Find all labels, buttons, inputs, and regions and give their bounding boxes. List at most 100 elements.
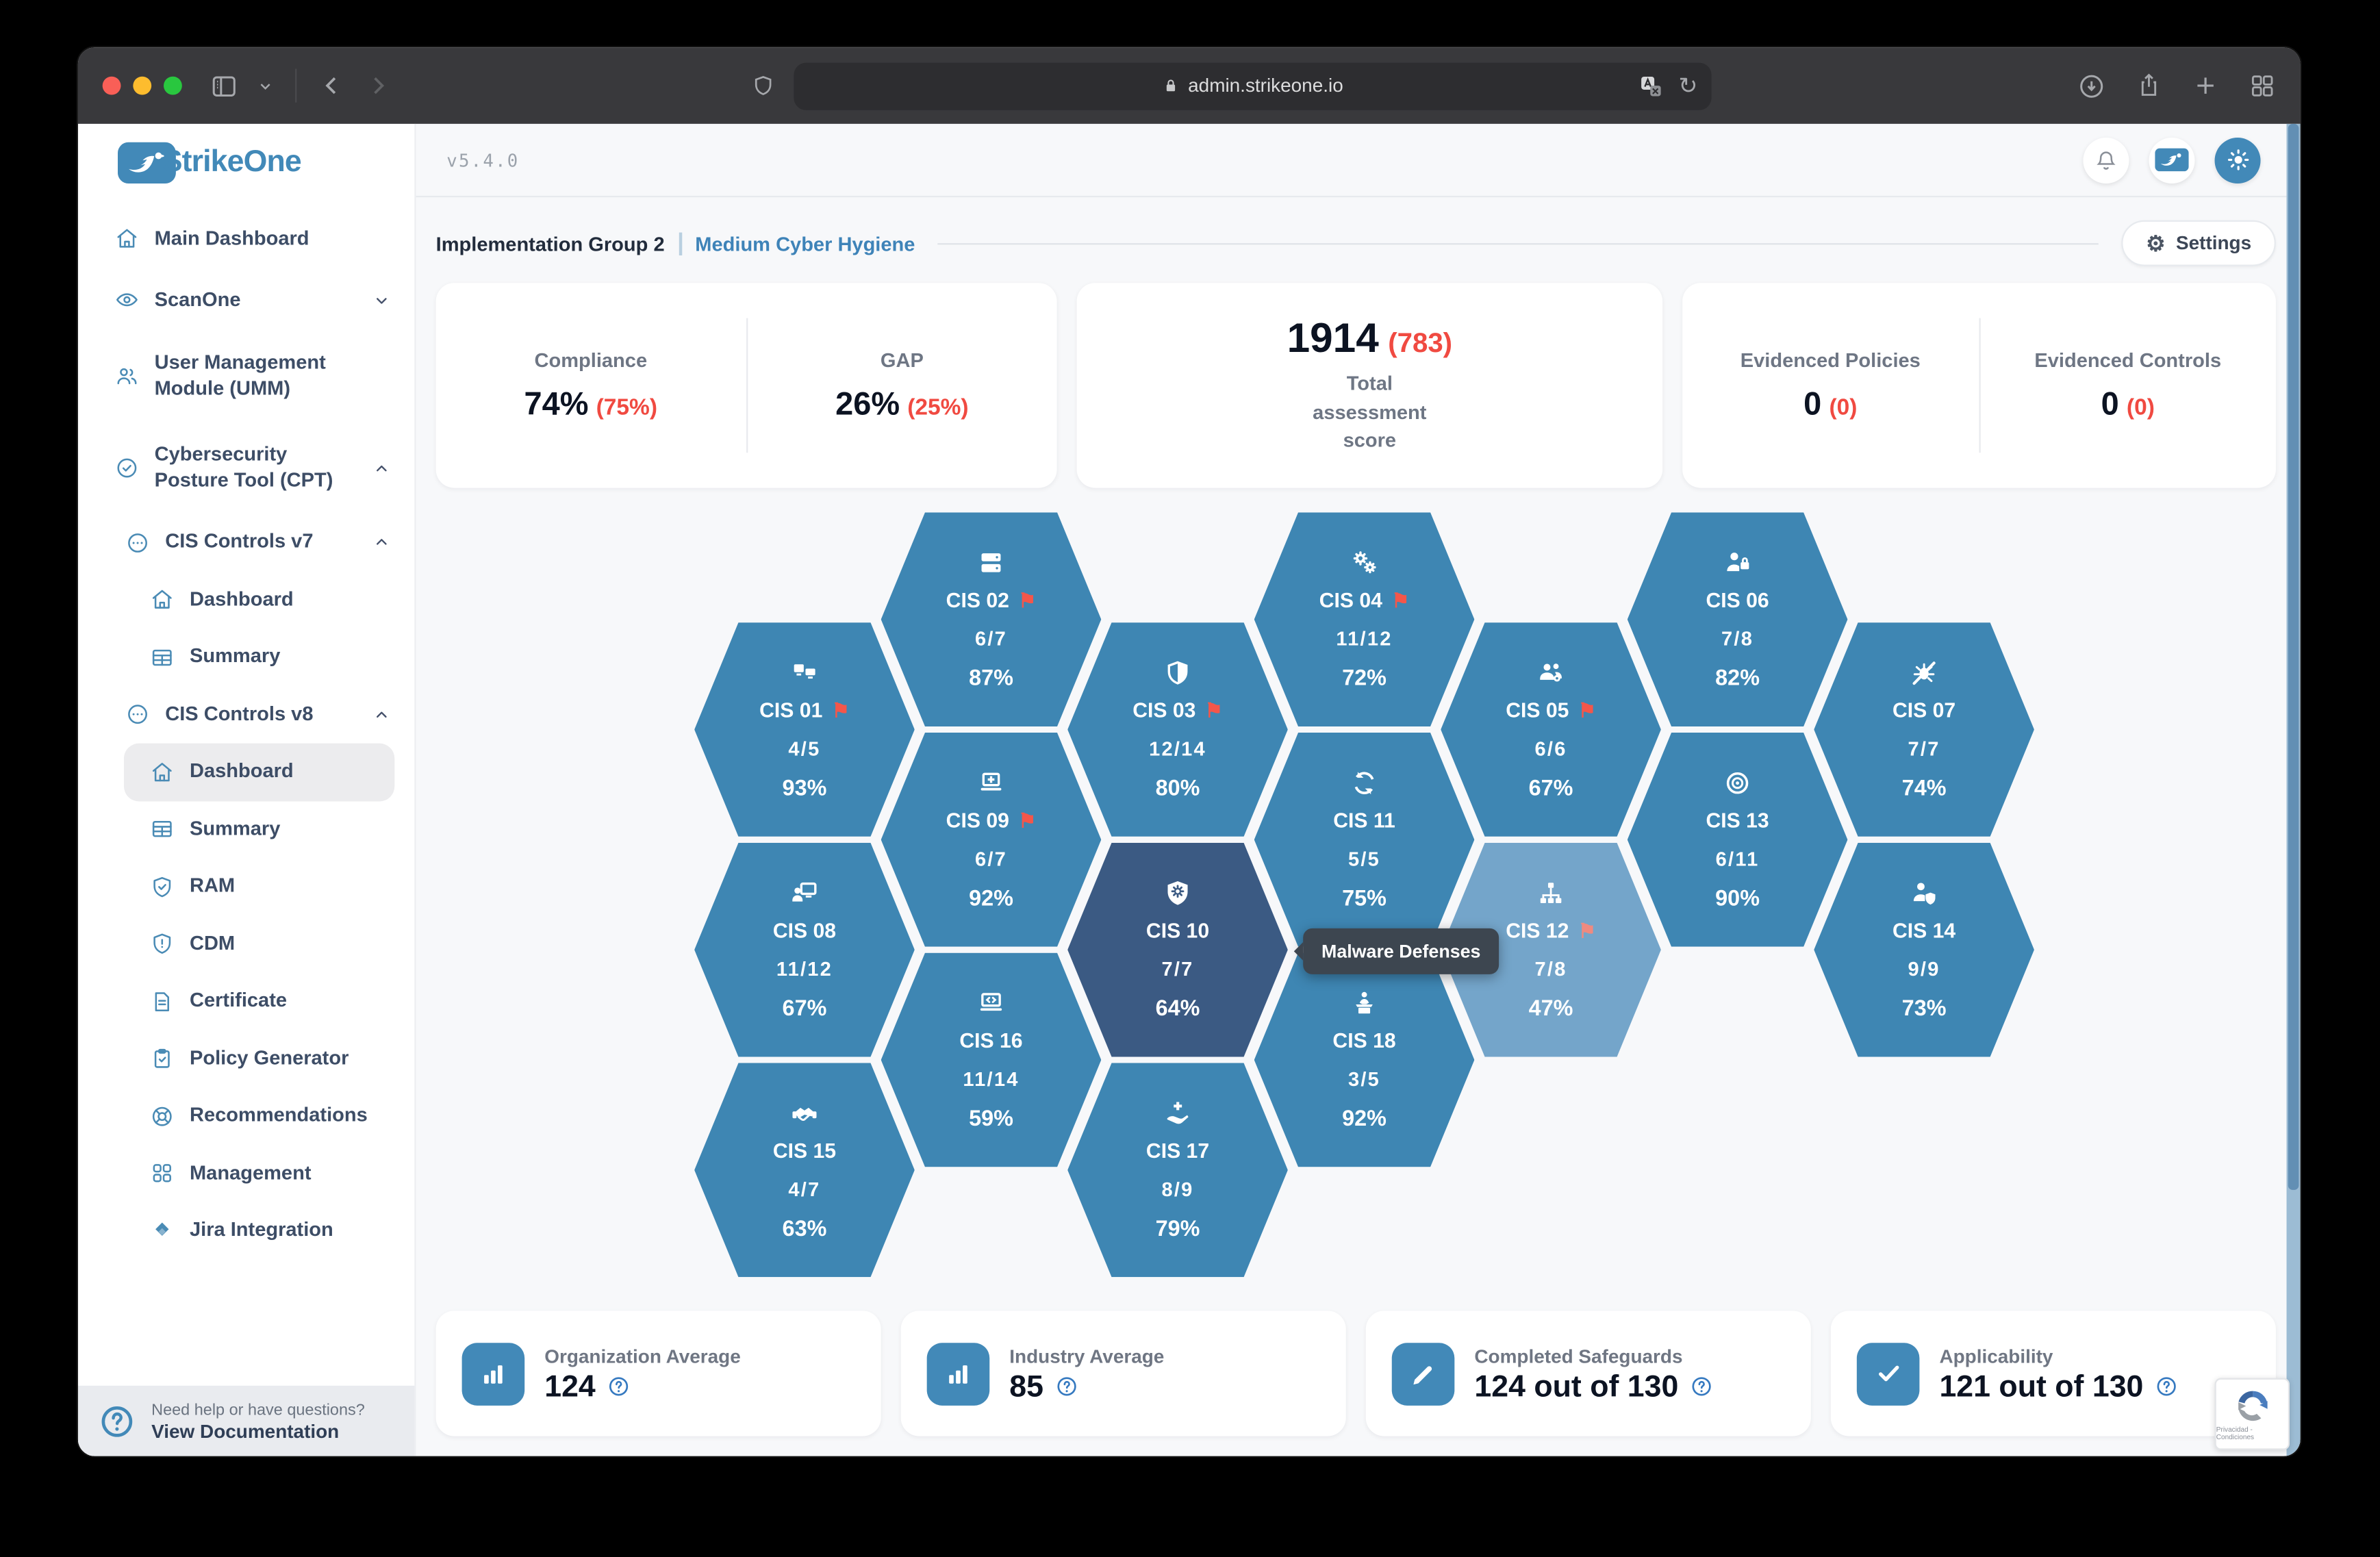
evidenced-controls-delta: (0)	[2126, 394, 2155, 420]
sidebar-item-ram[interactable]: RAM	[78, 858, 414, 915]
section-header: Implementation Group 2 Medium Cyber Hygi…	[436, 220, 2276, 266]
sidebar-item-policy-generator[interactable]: Policy Generator	[78, 1030, 414, 1087]
close-window-button[interactable]	[102, 76, 121, 95]
chevron-up-icon[interactable]	[373, 706, 390, 723]
hex-cis-15[interactable]: CIS 15 4/7 63%	[694, 1063, 915, 1278]
lock-icon	[1162, 77, 1179, 95]
sidebar-item-main-dashboard[interactable]: Main Dashboard	[78, 208, 414, 269]
hex-cis-11[interactable]: CIS 11 5/5 75%	[1254, 732, 1475, 947]
reload-icon[interactable]: ↻	[1678, 73, 1698, 99]
sidebar-item-management[interactable]: Management	[78, 1145, 414, 1202]
scrollbar-thumb[interactable]	[2288, 123, 2299, 1190]
help-box[interactable]: Need help or have questions? View Docume…	[77, 1385, 415, 1456]
minimize-window-button[interactable]	[133, 76, 152, 95]
sidebar-item-cpt[interactable]: Cybersecurity Posture Tool (CPT)	[78, 422, 414, 514]
hex-label: CIS 14	[1892, 918, 1956, 942]
hex-cis-02[interactable]: CIS 02 ⚑ 6/7 87%	[881, 512, 1102, 727]
forward-icon[interactable]	[364, 72, 392, 99]
shield-alert-icon	[150, 932, 175, 957]
hex-cis-06[interactable]: CIS 06 7/8 82%	[1627, 512, 1848, 727]
hex-cis-16[interactable]: CIS 16 11/14 59%	[881, 952, 1102, 1167]
sidebar-item-label: Recommendations	[189, 1103, 368, 1126]
new-tab-icon[interactable]	[2192, 72, 2219, 99]
applicability-card: Applicability 121 out of 130	[1830, 1311, 2276, 1436]
network-monitoring-icon	[1722, 768, 1753, 800]
app-version: v5.4.0	[446, 149, 520, 171]
sidebar-item-certificate[interactable]: Certificate	[78, 973, 414, 1030]
sidebar-item-v7-dashboard[interactable]: Dashboard	[78, 571, 414, 629]
hex-cis-13[interactable]: CIS 13 6/11 90%	[1627, 732, 1848, 947]
zoom-window-button[interactable]	[164, 76, 182, 95]
sidebar-item-label: Cybersecurity Posture Tool (CPT)	[154, 442, 333, 492]
total-score-delta: (783)	[1388, 327, 1453, 358]
help-circle-icon[interactable]	[608, 1375, 631, 1398]
recaptcha-badge[interactable]: Privacidad - Condiciones	[2214, 1378, 2290, 1450]
sidebar-item-jira-integration[interactable]: Jira Integration	[78, 1202, 414, 1260]
sidebar-item-cdm[interactable]: CDM	[78, 915, 414, 973]
brand-logo[interactable]: StrikeOne	[78, 124, 414, 196]
chevron-down-icon[interactable]	[373, 292, 390, 309]
account-avatar[interactable]	[2149, 136, 2195, 183]
hex-cis-03[interactable]: CIS 03 ⚑ 12/14 80%	[1067, 622, 1288, 837]
hex-fraction: 7/7	[1161, 957, 1194, 981]
hex-cis-10[interactable]: CIS 10 7/7 64%	[1067, 842, 1288, 1057]
notifications-button[interactable]	[2083, 136, 2129, 183]
hex-cis-01[interactable]: CIS 01 ⚑ 4/5 93%	[694, 622, 915, 837]
organization-average-card: Organization Average 124	[435, 1311, 881, 1436]
check-icon	[1856, 1342, 1920, 1405]
help-circle-icon[interactable]	[1691, 1375, 1714, 1398]
software-assets-icon	[976, 547, 1007, 579]
hex-percent: 90%	[1715, 887, 1760, 912]
hex-label: CIS 15	[772, 1139, 837, 1163]
sidebar-item-cis-controls-v8[interactable]: CIS Controls v8	[78, 686, 414, 744]
chevron-up-icon[interactable]	[373, 534, 390, 551]
table-icon	[150, 645, 175, 670]
sidebar-item-cis-controls-v7[interactable]: CIS Controls v7	[78, 514, 414, 572]
translate-icon[interactable]	[1638, 73, 1664, 99]
tab-overview-icon[interactable]	[2249, 72, 2276, 99]
theme-toggle-button[interactable]	[2214, 136, 2261, 183]
help-circle-icon[interactable]	[2155, 1375, 2179, 1398]
sidebar-panel-icon[interactable]	[210, 71, 238, 100]
share-icon[interactable]	[2135, 72, 2162, 99]
sidebar-item-scanone[interactable]: ScanOne	[78, 269, 414, 330]
gap-stat: GAP 26% (25%)	[835, 348, 969, 422]
hex-cis-07[interactable]: CIS 07 7/7 74%	[1814, 622, 2034, 837]
page-scrollbar[interactable]	[2286, 123, 2301, 1456]
sidebar-item-v8-dashboard[interactable]: Dashboard	[123, 743, 395, 801]
hex-cis-18[interactable]: CIS 18 3/5 92%	[1254, 952, 1475, 1167]
sidebar-item-umm[interactable]: User Management Module (UMM)	[78, 330, 414, 422]
evidenced-policies-value: 0	[1803, 386, 1822, 422]
sidebar-chevron-icon[interactable]	[257, 77, 274, 94]
malware-defenses-icon	[1163, 878, 1193, 910]
downloads-icon[interactable]	[2077, 71, 2105, 100]
address-bar[interactable]: admin.strikeone.io ↻	[794, 62, 1712, 110]
settings-button[interactable]: ⚙ Settings	[2121, 220, 2276, 266]
hex-cis-08[interactable]: CIS 08 11/12 67%	[694, 842, 915, 1057]
total-score-card: 1914 (783) Total assessment score	[1076, 283, 1663, 488]
chevron-up-icon[interactable]	[373, 459, 390, 477]
sidebar-item-label: Dashboard	[189, 587, 294, 610]
hex-cis-09[interactable]: CIS 09 ⚑ 6/7 92%	[881, 732, 1102, 947]
hex-cis-04[interactable]: CIS 04 ⚑ 11/12 72%	[1254, 512, 1475, 727]
view-documentation-link[interactable]: View Documentation	[151, 1420, 340, 1442]
clipboard-check-icon	[150, 1046, 175, 1071]
sidebar-item-label: CIS Controls v7	[165, 529, 314, 553]
evidenced-card: Evidenced Policies 0 (0) Evidenced Contro…	[1682, 283, 2276, 488]
application-security-icon	[976, 987, 1007, 1020]
sidebar-item-label: Jira Integration	[189, 1217, 333, 1241]
red-flag-icon: ⚑	[1018, 589, 1037, 612]
hex-label: CIS 10	[1145, 918, 1210, 942]
hex-cis-14[interactable]: CIS 14 9/9 73%	[1814, 842, 2034, 1057]
back-icon[interactable]	[318, 72, 346, 99]
total-score-value: 1914	[1287, 314, 1379, 361]
hex-cis-17[interactable]: CIS 17 8/9 79%	[1067, 1063, 1288, 1278]
sidebar-item-v7-summary[interactable]: Summary	[78, 629, 414, 686]
sidebar-item-v8-summary[interactable]: Summary	[78, 800, 414, 858]
help-circle-icon[interactable]	[1056, 1375, 1079, 1398]
hex-cis-05[interactable]: CIS 05 ⚑ 6/6 67%	[1441, 622, 1661, 837]
sidebar-item-label: Summary	[189, 816, 281, 839]
privacy-shield-icon[interactable]	[751, 72, 776, 99]
table-icon	[150, 817, 175, 841]
sidebar-item-recommendations[interactable]: Recommendations	[78, 1087, 414, 1145]
